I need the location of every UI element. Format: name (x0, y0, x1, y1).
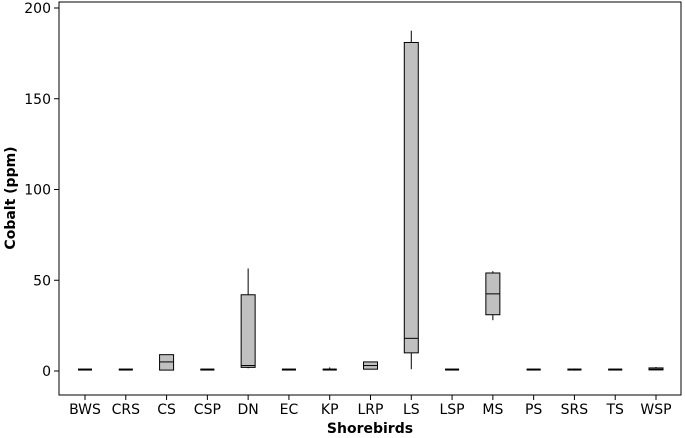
box-srs (567, 368, 582, 371)
box-ms (485, 271, 501, 321)
x-tick-label: KP (321, 402, 339, 418)
box-dn (240, 268, 256, 369)
x-tick-label: CSP (194, 402, 221, 418)
x-tick-label: CRS (112, 402, 141, 418)
x-tick-label: DN (238, 402, 259, 418)
box-ts (608, 368, 623, 371)
box-wsp (648, 367, 664, 371)
box-ps (526, 368, 541, 371)
x-tick-label: LS (403, 402, 420, 418)
y-axis: 0 50 100 150 200 (24, 1, 59, 380)
box-lsp (445, 368, 460, 371)
y-tick-label: 150 (24, 92, 51, 108)
x-tick-label: MS (482, 402, 503, 418)
box-kp (322, 367, 337, 371)
boxes-group (78, 30, 664, 371)
x-tick-label: BWS (69, 402, 101, 418)
y-tick-label: 200 (24, 1, 51, 17)
plot-frame (58, 1, 682, 396)
x-tick-label: EC (280, 402, 299, 418)
box-ls (403, 30, 419, 370)
x-axis: BWS CRS CS CSP DN EC KP LRP LS LSP MS PS SRS TS WSP (69, 395, 672, 418)
x-tick-label: SRS (561, 402, 589, 418)
y-tick-label: 0 (42, 364, 51, 380)
box-bws (78, 368, 92, 371)
x-tick-label: PS (525, 402, 542, 418)
box-crs (118, 368, 133, 371)
box-ec (281, 368, 296, 371)
box-iqr (240, 294, 256, 368)
y-tick-label: 100 (24, 183, 51, 199)
x-tick-label: TS (605, 402, 624, 418)
y-tick-label: 50 (33, 273, 51, 289)
x-tick-label: WSP (640, 402, 671, 418)
box-csp (200, 368, 215, 371)
x-axis-title: Shorebirds (327, 421, 413, 437)
x-tick-label: LRP (358, 402, 384, 418)
x-tick-label: LSP (440, 402, 465, 418)
box-lrp (363, 361, 378, 370)
box-cs (159, 354, 175, 371)
y-axis-title: Cobalt (ppm) (3, 146, 19, 249)
x-tick-label: CS (157, 402, 176, 418)
box-iqr (403, 41, 419, 354)
